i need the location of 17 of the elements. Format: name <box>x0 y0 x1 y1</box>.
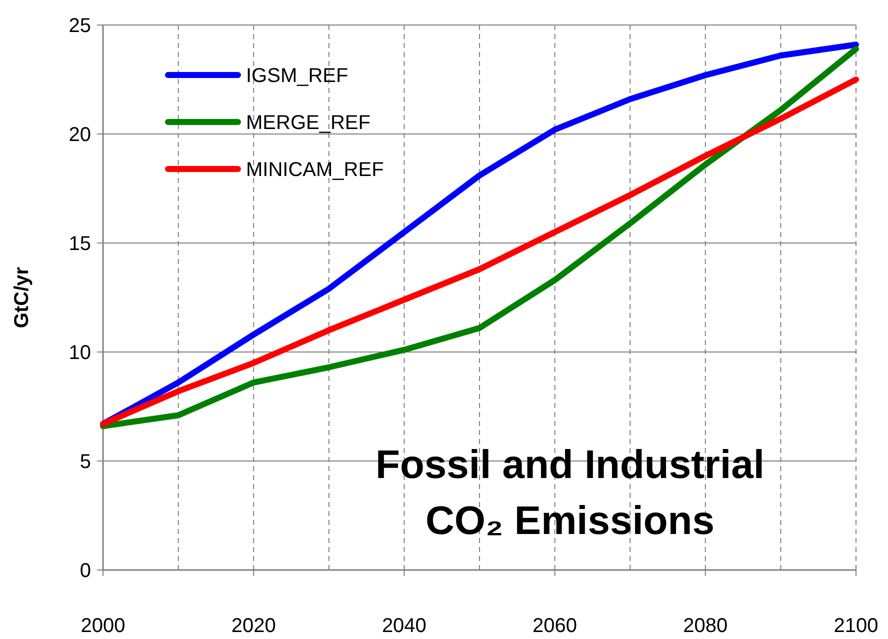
y-tick-label: 15 <box>68 233 91 255</box>
x-tick-label: 2000 <box>80 615 126 637</box>
x-tick-label: 2060 <box>532 615 578 637</box>
legend-label: MERGE_REF <box>246 112 370 134</box>
legend-label: IGSM_REF <box>246 65 348 87</box>
y-tick-label: 10 <box>68 342 91 364</box>
x-tick-label: 2040 <box>382 615 426 637</box>
legend-label: MINICAM_REF <box>246 159 384 181</box>
text: Fossil and Industrial CO₂ Emissions <box>376 443 764 543</box>
y-tick-label: 25 <box>68 15 91 37</box>
y-tick-label: 5 <box>80 451 91 473</box>
y-axis-title: GtC/yr <box>11 266 33 328</box>
y-tick-label: 20 <box>68 124 91 146</box>
x-tick-label: 2100 <box>834 615 878 637</box>
x-tick-label: 2020 <box>231 615 276 637</box>
y-tick-label: 0 <box>80 560 91 582</box>
x-tick-label: 2080 <box>683 615 728 637</box>
